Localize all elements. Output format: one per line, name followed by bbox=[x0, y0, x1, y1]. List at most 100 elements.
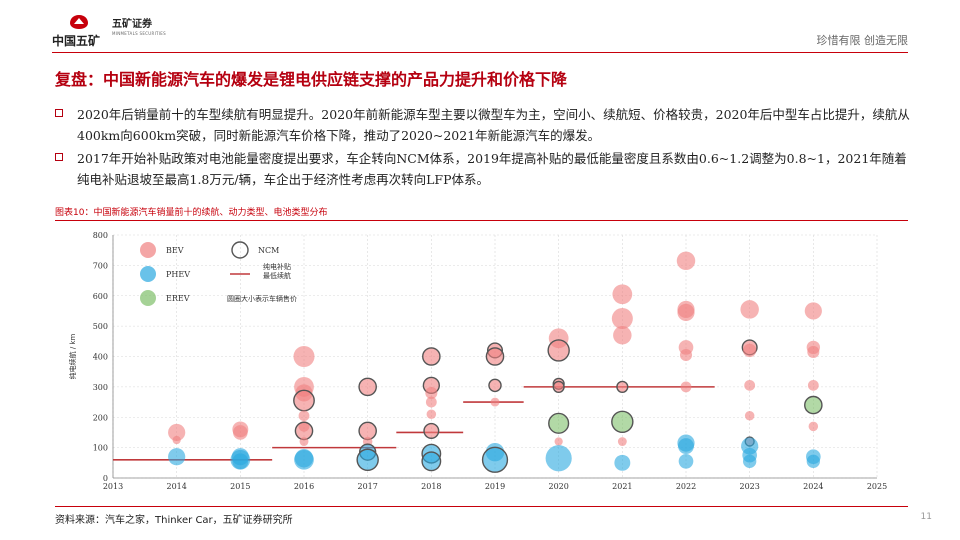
y-tick-label: 500 bbox=[93, 322, 108, 331]
bubble-bev bbox=[616, 380, 629, 393]
bubble-erev bbox=[611, 410, 634, 434]
bullet-item: 2020年后销量前十的车型续航有明显提升。2020年前新能源车型主要以微型车为主… bbox=[55, 104, 915, 146]
bubble-bev bbox=[168, 423, 186, 442]
y-tick-label: 0 bbox=[103, 474, 108, 483]
bubble-bev bbox=[680, 381, 692, 393]
bubble-erev bbox=[804, 395, 823, 415]
bubble-phev bbox=[294, 449, 314, 470]
bubble-phev bbox=[481, 446, 509, 473]
bubble-bev bbox=[233, 425, 248, 440]
bubble-phev bbox=[545, 445, 572, 472]
bubble-bev bbox=[294, 421, 314, 441]
figure-divider bbox=[55, 220, 908, 221]
legend-note: 圆圈大小表示车辆售价 bbox=[227, 294, 297, 303]
bubble-chart: 2013 2014 2015 2016 2017 2018 2019 2020 2021 2022… bbox=[68, 231, 887, 491]
page-number: 11 bbox=[920, 512, 932, 522]
y-tick-label: 700 bbox=[93, 261, 108, 270]
x-tick-label: 2018 bbox=[421, 482, 441, 491]
bubble-bev bbox=[807, 345, 820, 358]
y-axis-label: 纯电续航 / km bbox=[68, 333, 77, 379]
x-tick-label: 2019 bbox=[485, 482, 505, 491]
bullet-item: 2017年开始补贴政策对电池能量密度提出要求，车企转向NCM体系，2019年提高… bbox=[55, 148, 915, 190]
bubble-phev bbox=[614, 454, 631, 471]
x-tick-label: 2015 bbox=[230, 482, 250, 491]
bubble-bev bbox=[677, 303, 695, 322]
slide-title: 复盘：中国新能源汽车的爆发是锂电供应链支撑的产品力提升和价格下降 bbox=[55, 70, 568, 89]
y-tick-label: 600 bbox=[93, 292, 108, 301]
company-logo: 中国五矿 bbox=[52, 14, 112, 50]
y-tick-label: 400 bbox=[93, 353, 108, 362]
bubble-bev bbox=[299, 437, 309, 446]
bullet-text: 2020年后销量前十的车型续航有明显提升。2020年前新能源车型主要以微型车为主… bbox=[77, 107, 910, 143]
x-tick-label: 2023 bbox=[739, 482, 759, 491]
y-tick-label: 100 bbox=[93, 444, 108, 453]
bubble-bev bbox=[554, 437, 563, 446]
legend-label: PHEV bbox=[166, 270, 190, 279]
bubble-bev bbox=[744, 379, 756, 391]
square-bullet-icon bbox=[55, 109, 63, 117]
bubble-bev bbox=[679, 348, 693, 362]
bubble-bev bbox=[423, 422, 440, 439]
x-tick-label: 2021 bbox=[612, 482, 632, 491]
bubble-bev bbox=[807, 379, 819, 391]
bubble-phev bbox=[742, 454, 757, 468]
bullet-text: 2017年开始补贴政策对电池能量密度提出要求，车企转向NCM体系，2019年提高… bbox=[77, 151, 907, 187]
bubble-bev bbox=[617, 437, 627, 446]
square-bullet-icon bbox=[55, 153, 63, 161]
legend-label: EREV bbox=[166, 294, 190, 303]
bullet-list: 2020年后销量前十的车型续航有明显提升。2020年前新能源车型主要以微型车为主… bbox=[55, 104, 915, 192]
bubble-bev bbox=[293, 389, 315, 412]
bubble-bev bbox=[426, 409, 437, 419]
legend-swatch-bev bbox=[140, 242, 156, 258]
bubble-phev bbox=[678, 438, 694, 455]
bubble-erev bbox=[548, 412, 570, 434]
bubble-bev bbox=[613, 325, 632, 345]
y-tick-label: 200 bbox=[93, 413, 108, 422]
x-tick-label: 2016 bbox=[294, 482, 314, 491]
slogan: 珍惜有限 创造无限 bbox=[816, 34, 909, 47]
legend-label: BEV bbox=[166, 246, 184, 255]
x-tick-label: 2014 bbox=[166, 482, 186, 491]
bubble-bev bbox=[676, 251, 696, 271]
bubble-bev bbox=[808, 421, 819, 432]
bubble-bev bbox=[425, 386, 438, 399]
bubble-bev bbox=[490, 397, 500, 407]
bubble-bev bbox=[422, 347, 441, 366]
company-name: 中国五矿 bbox=[52, 34, 101, 48]
legend-swatch-ncm bbox=[231, 241, 249, 259]
x-tick-label: 2024 bbox=[803, 482, 823, 491]
bubble-bev bbox=[744, 410, 755, 421]
bubble-phev bbox=[168, 448, 186, 466]
x-tick-label: 2017 bbox=[357, 482, 377, 491]
bubble-bev bbox=[612, 284, 633, 305]
legend-swatch-erev bbox=[140, 290, 156, 306]
legend-label: 最低续航 bbox=[263, 271, 291, 280]
bubble-phev bbox=[678, 453, 694, 469]
x-tick-label: 2025 bbox=[867, 482, 887, 491]
bubble-phev bbox=[232, 453, 249, 470]
x-tick-label: 2013 bbox=[103, 482, 123, 491]
bubble-bev bbox=[293, 345, 315, 368]
bubble-bev bbox=[552, 380, 565, 393]
bubble-bev bbox=[485, 347, 505, 366]
y-tick-label: 300 bbox=[93, 383, 108, 392]
legend-label: NCM bbox=[258, 246, 279, 255]
header-divider bbox=[52, 52, 908, 53]
legend-label: 纯电补贴 bbox=[263, 262, 291, 271]
y-tick-label: 800 bbox=[93, 231, 108, 240]
bubble-phev bbox=[356, 448, 379, 471]
minmetals-logo-icon bbox=[70, 15, 88, 29]
bubble-phev bbox=[421, 451, 442, 472]
brand-name: 五矿证券 bbox=[112, 19, 152, 30]
legend-swatch-phev bbox=[140, 266, 156, 282]
bubble-bev bbox=[742, 343, 757, 358]
bubble-bev bbox=[611, 308, 633, 330]
bubble-bev bbox=[804, 302, 822, 320]
figure-title: 图表10：中国新能源汽车销量前十的续航、动力类型、电池类型分布 bbox=[55, 208, 328, 218]
bubble-bev bbox=[358, 377, 377, 397]
source-note: 资料来源：汽车之家，Thinker Car，五矿证券研究所 bbox=[55, 515, 293, 526]
bubble-bev bbox=[547, 339, 570, 362]
bubble-phev bbox=[806, 454, 821, 468]
bubble-bev bbox=[740, 300, 759, 319]
brand-name-en: MINMETALS SECURITIES bbox=[112, 31, 166, 36]
